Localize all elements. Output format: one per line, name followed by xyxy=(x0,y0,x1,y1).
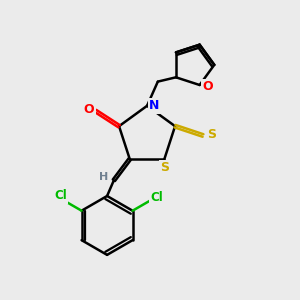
Text: O: O xyxy=(84,103,94,116)
Text: H: H xyxy=(99,172,108,182)
Text: Cl: Cl xyxy=(54,190,67,202)
Text: O: O xyxy=(202,80,213,93)
Text: S: S xyxy=(160,161,169,174)
Text: N: N xyxy=(149,99,160,112)
Text: S: S xyxy=(207,128,216,140)
Text: Cl: Cl xyxy=(150,191,163,204)
